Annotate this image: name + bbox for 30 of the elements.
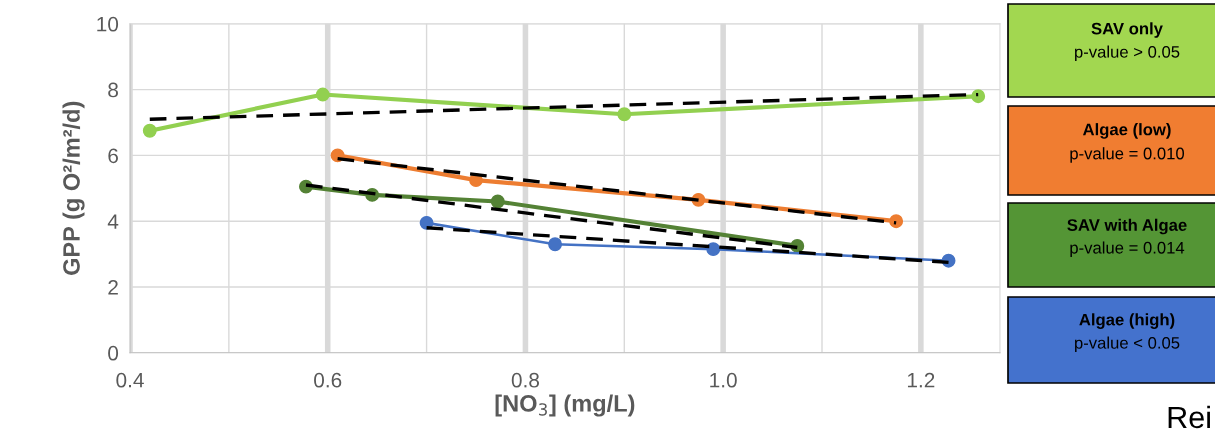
text: Algae (high)	[1079, 313, 1175, 329]
x-tick-label: 0.4	[116, 372, 144, 388]
y-tick-label: 0	[108, 345, 119, 361]
text: SAV only	[1091, 22, 1163, 38]
y-tick-label: 2	[108, 280, 118, 295]
point	[315, 87, 330, 102]
x-tick-label: 0.8	[511, 372, 540, 388]
x-axis-title: [NO$_{3}$] (mg/L)	[495, 394, 635, 417]
point	[142, 123, 157, 138]
point	[617, 107, 632, 122]
y-tick-label: 4	[107, 214, 119, 229]
x-tick-label: 1.0	[710, 372, 737, 388]
text: p-value < 0.05	[1075, 336, 1180, 353]
y-axis-title: GPP (g O²/m²/d)	[62, 101, 85, 276]
x-tick-label: 1.2	[907, 372, 935, 388]
text: p-value > 0.05	[1075, 45, 1180, 62]
y-tick-label: 8	[108, 82, 118, 98]
point	[548, 237, 563, 252]
y-tick-label: 6	[108, 148, 118, 164]
y-tick-label: 10	[97, 16, 119, 32]
point	[971, 89, 986, 104]
text: Algae (low)	[1082, 123, 1171, 139]
text: p-value = 0.014	[1070, 241, 1185, 257]
point	[889, 214, 904, 229]
text: p-value = 0.010	[1070, 147, 1185, 163]
text: Rei	[1168, 405, 1210, 429]
point	[490, 194, 505, 209]
text: SAV with Algae	[1067, 218, 1187, 235]
point	[706, 242, 721, 257]
x-tick-label: 0.6	[314, 372, 342, 388]
